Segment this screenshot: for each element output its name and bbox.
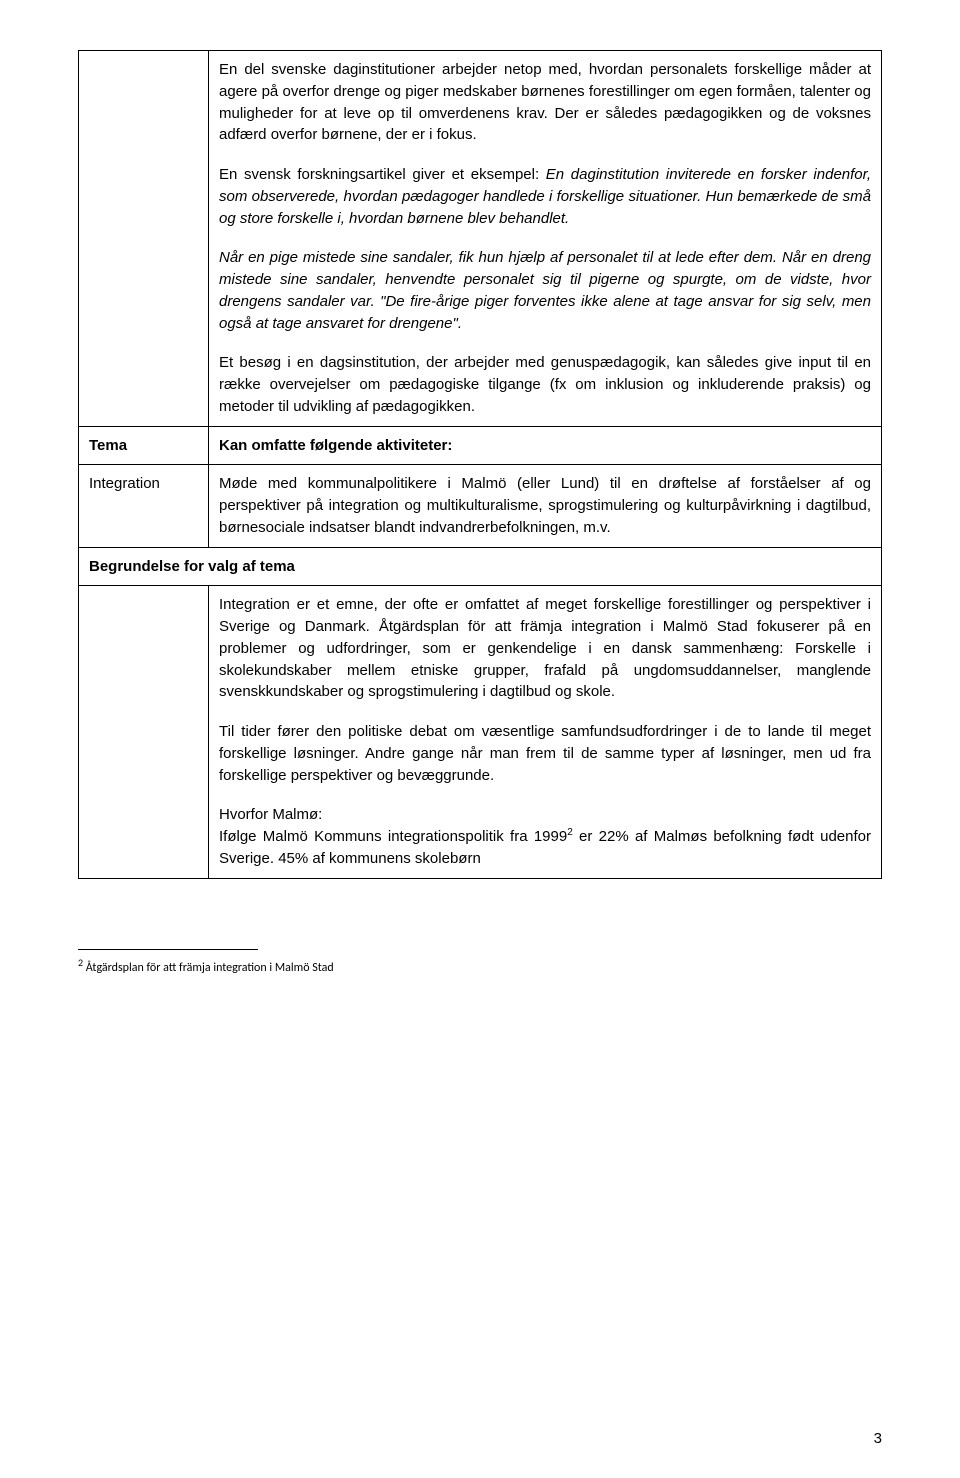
footnote-text: Åtgärdsplan för att främja integration i… bbox=[83, 961, 334, 975]
row1-left-cell bbox=[79, 51, 209, 427]
table-row: Integration Møde med kommunalpolitikere … bbox=[79, 465, 882, 547]
page: En del svenske daginstitutioner arbejder… bbox=[0, 0, 960, 1478]
row5-para3-lead: Hvorfor Malmø: bbox=[219, 806, 322, 823]
footnote-separator bbox=[78, 949, 258, 950]
tema-activities-cell: Kan omfatte følgende aktiviteter: bbox=[209, 426, 882, 465]
integration-label: Integration bbox=[89, 475, 160, 492]
row1-para2-lead: En svensk forskningsartikel giver et eks… bbox=[219, 166, 546, 183]
row5-para3-pre: Ifølge Malmö Kommuns integrationspolitik… bbox=[219, 828, 567, 845]
row5-right-cell: Integration er et emne, der ofte er omfa… bbox=[209, 586, 882, 878]
page-number: 3 bbox=[874, 1428, 882, 1450]
tema-label-cell: Tema bbox=[79, 426, 209, 465]
table-row: Integration er et emne, der ofte er omfa… bbox=[79, 586, 882, 878]
row5-left-cell bbox=[79, 586, 209, 878]
footnote-2: 2 Åtgärdsplan för att främja integration… bbox=[78, 956, 882, 977]
tema-activities-heading: Kan omfatte følgende aktiviteter: bbox=[219, 437, 452, 454]
row5-para2: Til tider fører den politiske debat om v… bbox=[219, 721, 871, 786]
document-table: En del svenske daginstitutioner arbejder… bbox=[78, 50, 882, 879]
tema-label: Tema bbox=[89, 437, 127, 454]
row1-para1: En del svenske daginstitutioner arbejder… bbox=[219, 59, 871, 146]
row1-para4: Et besøg i en dagsinstitution, der arbej… bbox=[219, 352, 871, 417]
integration-label-cell: Integration bbox=[79, 465, 209, 547]
row1-para2: En svensk forskningsartikel giver et eks… bbox=[219, 164, 871, 229]
row1-right-cell: En del svenske daginstitutioner arbejder… bbox=[209, 51, 882, 427]
row1-para3: Når en pige mistede sine sandaler, fik h… bbox=[219, 247, 871, 334]
integration-desc-cell: Møde med kommunalpolitikere i Malmö (ell… bbox=[209, 465, 882, 547]
begrundelse-heading-cell: Begrundelse for valg af tema bbox=[79, 547, 882, 586]
row5-para3: Hvorfor Malmø: Ifølge Malmö Kommuns inte… bbox=[219, 804, 871, 869]
table-row: Tema Kan omfatte følgende aktiviteter: bbox=[79, 426, 882, 465]
begrundelse-heading: Begrundelse for valg af tema bbox=[89, 558, 295, 575]
table-row: Begrundelse for valg af tema bbox=[79, 547, 882, 586]
table-row: En del svenske daginstitutioner arbejder… bbox=[79, 51, 882, 427]
integration-desc: Møde med kommunalpolitikere i Malmö (ell… bbox=[219, 473, 871, 538]
row5-para1: Integration er et emne, der ofte er omfa… bbox=[219, 594, 871, 703]
